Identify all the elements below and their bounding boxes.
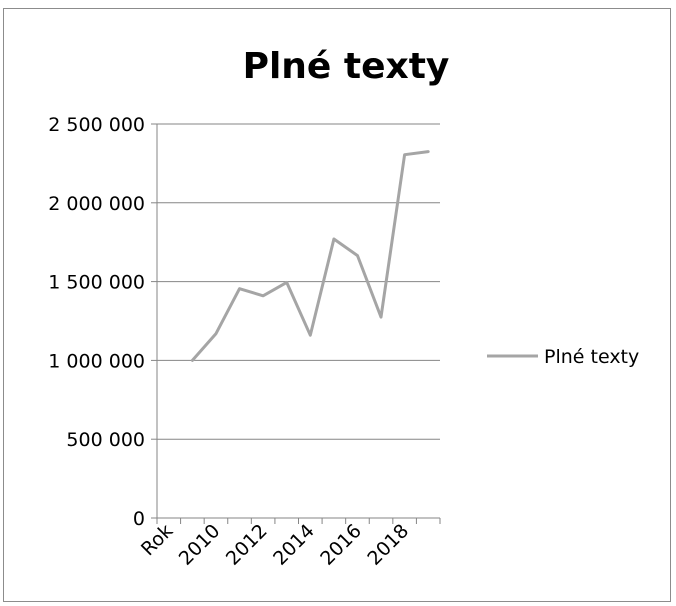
x-tick-label: 2014 [269,520,319,570]
x-tick-label: 2018 [363,520,413,570]
y-tick-label: 2 000 000 [48,193,145,215]
x-tick-label: 2016 [316,520,366,570]
y-tick-labels: 0 500 000 1 000 000 1 500 000 2 000 000 2 500… [48,114,145,530]
y-tick-label: 1 000 000 [48,350,145,372]
legend: Plné texty [487,346,639,368]
legend-label-plne-texty: Plné texty [544,346,639,368]
chart-frame [3,8,671,602]
axes [151,123,441,524]
gridlines [157,123,440,440]
y-tick-label: 0 [133,508,145,530]
y-tick-label: 2 500 000 [48,114,145,136]
x-tick-label: 2012 [222,520,272,570]
y-tick-label: 500 000 [66,429,145,451]
chart-title: Plné texty [243,46,450,87]
y-tick-label: 1 500 000 [48,272,145,294]
series-layer [190,150,430,362]
series-line-plne-texty [190,150,430,362]
x-tick-label: 2010 [175,520,225,570]
